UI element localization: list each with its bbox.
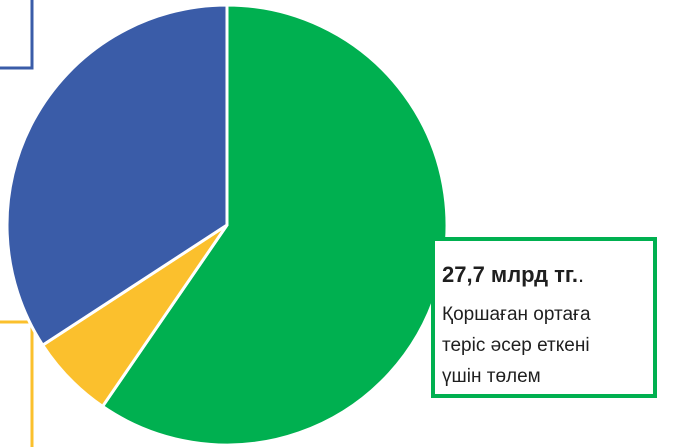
value-label: 27,7 млрд тг.. (442, 262, 584, 287)
category-label: теріс әсер еткені (442, 335, 590, 356)
category-label: Қоршаған ортаға (442, 304, 591, 325)
pie (5, 3, 449, 447)
blue-callout-box (0, 0, 34, 70)
yellow-callout-box (0, 320, 34, 447)
pie-slice (5, 3, 229, 347)
value-label-suffix: . (578, 262, 584, 287)
category-label: үшін төлем (442, 366, 541, 387)
green-callout-box (431, 237, 657, 398)
value-label-text: 27,7 млрд тг. (442, 262, 578, 287)
